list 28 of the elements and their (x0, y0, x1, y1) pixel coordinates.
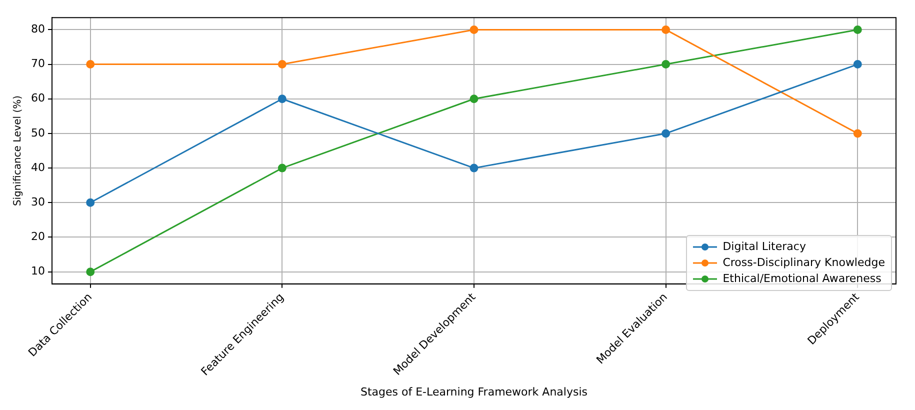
y-tick-label: 60 (30, 92, 45, 105)
y-tick-label: 50 (30, 126, 45, 140)
point (278, 94, 286, 104)
y-tick-label: 40 (30, 160, 45, 174)
y-axis-title: Significance Level (%) (12, 95, 24, 206)
point (853, 60, 862, 69)
point (86, 198, 95, 207)
point (853, 129, 862, 138)
y-tick-label: 80 (30, 22, 45, 36)
legend-label: Digital Literacy (722, 239, 806, 255)
point (278, 60, 286, 69)
point (662, 60, 670, 69)
point (853, 25, 862, 34)
point (86, 268, 95, 276)
point (662, 129, 670, 138)
point (278, 164, 286, 172)
point (662, 25, 670, 34)
point (470, 25, 478, 34)
point (470, 164, 478, 172)
y-tick-label: 20 (30, 230, 45, 244)
point (470, 94, 478, 104)
x-axis-title: Stages of E-Learning Framework Analysis (360, 385, 588, 398)
legend-label: Cross-Disciplinary Knowledge (722, 255, 885, 271)
y-tick-label: 30 (30, 196, 45, 209)
y-tick-label: 10 (30, 264, 45, 278)
legend-label: Ethical/Emotional Awareness (722, 271, 882, 287)
point (86, 60, 95, 69)
y-tick-label: 70 (30, 57, 45, 70)
